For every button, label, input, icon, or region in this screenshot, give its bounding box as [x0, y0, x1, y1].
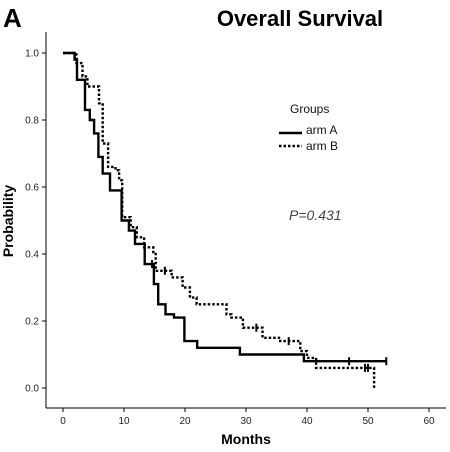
legend-title: Groups: [290, 102, 329, 116]
p-value-annotation: P=0.431: [289, 207, 342, 223]
x-tick-label: 0: [60, 416, 66, 427]
legend-label-arm-b: arm B: [306, 139, 338, 153]
x-tick-label: 40: [301, 416, 313, 427]
y-tick-label: 0.2: [25, 317, 39, 328]
series-layer: [63, 51, 388, 388]
x-tick-label: 60: [423, 416, 435, 427]
panel-label: A: [3, 3, 22, 33]
legend: Groups arm A arm B: [279, 102, 338, 153]
axes: [45, 32, 446, 409]
y-tick-label: 0.4: [25, 250, 39, 261]
y-tick-label: 0.8: [25, 116, 39, 127]
y-axis-ticks: 0.0 0.2 0.4 0.6 0.8 1.0: [25, 49, 46, 395]
x-axis-ticks: 0 10 20 30 40 50 60: [60, 408, 435, 427]
x-tick-label: 30: [240, 416, 252, 427]
chart-title: Overall Survival: [217, 6, 383, 31]
x-axis-title: Months: [221, 431, 271, 447]
x-tick-label: 10: [118, 416, 130, 427]
x-tick-label: 20: [179, 416, 191, 427]
y-tick-label: 0.0: [25, 384, 39, 395]
survival-curve-arm-b: [63, 51, 376, 388]
y-tick-label: 0.6: [25, 183, 39, 194]
survival-curve-arm-a: [63, 51, 387, 363]
legend-label-arm-a: arm A: [306, 123, 337, 137]
y-axis-title: Probability: [0, 185, 16, 258]
x-tick-label: 50: [362, 416, 374, 427]
y-tick-label: 1.0: [25, 49, 39, 60]
